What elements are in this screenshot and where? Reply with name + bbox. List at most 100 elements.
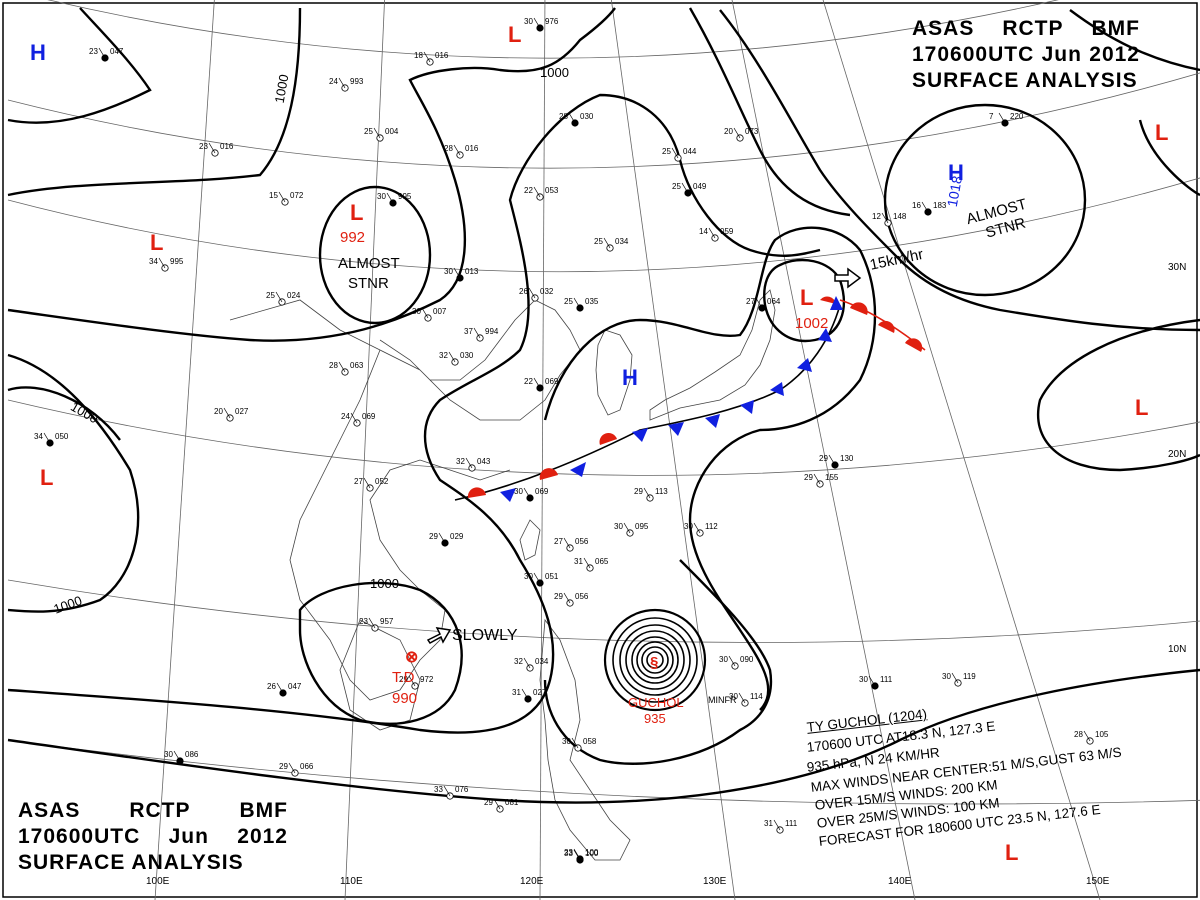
- high-center: H: [622, 365, 638, 390]
- station-pressure: 051: [545, 572, 559, 581]
- station-pressure: 073: [745, 127, 759, 136]
- wind-barb: [493, 798, 501, 810]
- station-plot: 20 027: [214, 407, 249, 422]
- station-pressure: 027: [235, 407, 249, 416]
- cold-front-symbol: [770, 382, 784, 396]
- typhoon-ring: [625, 630, 685, 690]
- wind-barb: [951, 672, 959, 684]
- wind-barb: [868, 675, 876, 687]
- wind-barb: [733, 127, 741, 139]
- station-pressure: 069: [545, 377, 559, 386]
- station-plot: 23 047: [89, 47, 124, 62]
- station-pressure: 064: [767, 297, 781, 306]
- station-temperature: 28: [1074, 730, 1083, 739]
- station-temperature: 23: [564, 848, 573, 857]
- typhoon-ring: [641, 646, 669, 674]
- wind-barb: [423, 51, 431, 63]
- station-plot: 16 183: [912, 201, 947, 216]
- station-temperature: 30: [524, 17, 533, 26]
- station-plot: 25 049: [672, 182, 707, 197]
- typhoon-ring: [636, 641, 674, 679]
- warm-front-symbol: [467, 487, 486, 498]
- station-temperature: 29: [429, 532, 438, 541]
- cold-front-symbol: [705, 414, 720, 428]
- latitude-line-20n: [7, 399, 1200, 476]
- station-temperature: 31: [574, 557, 583, 566]
- station-temperature: 30: [377, 192, 386, 201]
- station-pressure: 993: [350, 77, 364, 86]
- station-plot: 7 220: [989, 112, 1024, 127]
- station-plot: 37 994: [464, 327, 499, 342]
- station-pressure: 112: [705, 522, 718, 531]
- wind-barb: [408, 675, 416, 687]
- station-pressure: 034: [535, 657, 549, 666]
- title-station: RCTP: [1002, 17, 1064, 40]
- station-plot: 30 007: [412, 307, 447, 322]
- station-plot: 25 034: [594, 237, 629, 252]
- station-temperature: 29: [554, 592, 563, 601]
- station-plot: 20 073: [724, 127, 759, 142]
- station-plot: 34 995: [149, 257, 184, 272]
- wind-barb: [693, 522, 701, 534]
- station-temperature: 12: [872, 212, 881, 221]
- graticule: [7, 0, 1200, 900]
- station-plots: 23 047 24 993 18 016 30 976 25 004 28 016 28 030 23 016…: [34, 17, 1109, 864]
- wind-barb: [523, 657, 531, 669]
- station-plot: 33 076: [434, 785, 469, 800]
- station-temperature: 16: [912, 201, 921, 210]
- typhoon-name: GUCHOL: [628, 695, 684, 710]
- isobar-high-1018: [883, 103, 1087, 297]
- station-plot: 30 095: [614, 522, 649, 537]
- cold-front-symbol: [797, 358, 812, 372]
- longitude-label: 110E: [340, 876, 363, 887]
- typhoon-info-block: TY GUCHOL (1204) 170600 UTC AT18.3 N, 12…: [798, 700, 1198, 850]
- high-pressure-value: 1018: [944, 174, 965, 208]
- station-temperature: 24: [329, 77, 338, 86]
- isobar-east-low: [1037, 318, 1200, 472]
- station-temperature: 30: [562, 737, 571, 746]
- cold-front-symbol: [632, 428, 648, 442]
- low-pressure-value: 1002: [795, 315, 828, 332]
- station-plot: 27 056: [554, 537, 589, 552]
- station-plot: 29 113: [634, 487, 668, 502]
- wind-barb: [571, 737, 579, 749]
- longitude-line-150e: [822, 0, 1101, 900]
- wind-barb: [573, 297, 581, 309]
- station-plot: 28 105: [1074, 730, 1109, 745]
- station-temperature: 25: [364, 127, 373, 136]
- wind-barb: [278, 191, 286, 203]
- title-month: Jun: [168, 825, 209, 848]
- isobar-1000-north: [7, 7, 302, 197]
- isobar-japan: [543, 226, 877, 711]
- title-time: 170600UTC: [912, 43, 1035, 66]
- wind-barb: [773, 819, 781, 831]
- station-temperature: 25: [662, 147, 671, 156]
- station-pressure: 047: [288, 682, 302, 691]
- station-pressure: 086: [185, 750, 199, 759]
- wind-barb: [728, 655, 736, 667]
- station-plot: 29 130: [819, 454, 854, 469]
- station-temperature: 30: [164, 750, 173, 759]
- station-temperature: 25: [564, 297, 573, 306]
- wind-barb: [563, 592, 571, 604]
- station-temperature: 34: [34, 432, 43, 441]
- longitude-line-100e: [154, 0, 215, 900]
- station-temperature: 29: [804, 473, 813, 482]
- station-plot: 26 032: [519, 287, 554, 302]
- isobar-south: [7, 668, 1200, 804]
- station-plot: 29 056: [554, 592, 589, 607]
- station-plot: 30 069: [514, 487, 549, 502]
- station-temperature: 27: [354, 477, 363, 486]
- typhoon-symbol: §: [650, 654, 658, 671]
- station-pressure: 044: [683, 147, 697, 156]
- longitude-label: 100E: [146, 876, 170, 887]
- title-line-3: SURFACE ANALYSIS: [18, 851, 244, 874]
- wind-barb: [573, 848, 581, 860]
- station-temperature: 27: [554, 537, 563, 546]
- station-pressure: 995: [398, 192, 412, 201]
- station-temperature: 20: [214, 407, 223, 416]
- low-center: L: [1005, 840, 1018, 865]
- wind-barb: [338, 77, 346, 89]
- arrow-15kmhr: [834, 267, 862, 289]
- warm-front-symbol: [599, 432, 617, 445]
